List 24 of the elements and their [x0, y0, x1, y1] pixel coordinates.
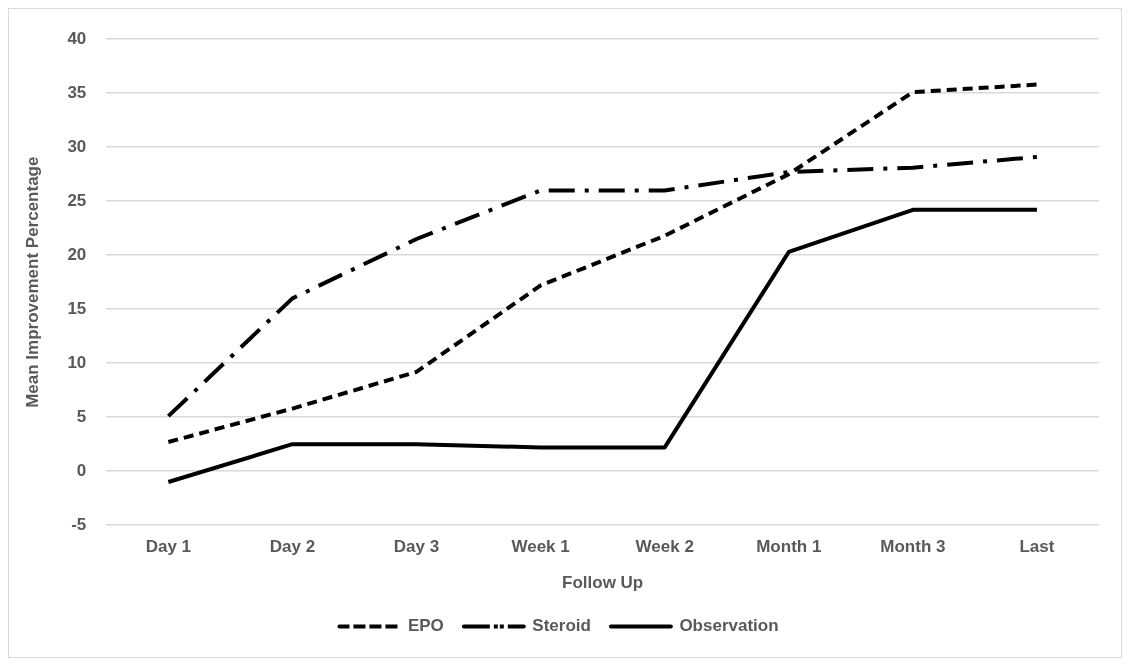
y-tick-label: 5 [76, 406, 87, 426]
x-tick-label: Day 1 [145, 537, 192, 557]
legend-label: Steroid [532, 616, 591, 636]
y-tick-label: 25 [67, 190, 87, 210]
y-tick-label: -5 [71, 514, 87, 534]
x-tick-label: Day 2 [269, 537, 316, 557]
x-axis-title: Follow Up [562, 573, 644, 593]
y-tick-label: 20 [67, 244, 87, 264]
y-tick-label: 0 [76, 460, 87, 480]
legend-label: Observation [679, 616, 779, 636]
x-tick-label: Week 2 [635, 537, 694, 557]
y-tick-label: 30 [67, 136, 87, 156]
y-tick-label: 35 [67, 82, 87, 102]
x-tick-label: Month 1 [756, 537, 822, 557]
x-tick-label: Week 1 [511, 537, 570, 557]
x-tick-label: Month 3 [880, 537, 946, 557]
y-axis-title: Mean Improvement Percentage [22, 156, 42, 408]
y-tick-label: 40 [67, 28, 87, 48]
x-tick-label: Day 3 [393, 537, 440, 557]
line-series [166, 82, 1039, 445]
x-tick-label: Last [1019, 537, 1055, 557]
y-tick-label: 10 [67, 352, 87, 372]
legend-label: EPO [407, 616, 444, 636]
y-tick-label: 15 [67, 298, 87, 318]
